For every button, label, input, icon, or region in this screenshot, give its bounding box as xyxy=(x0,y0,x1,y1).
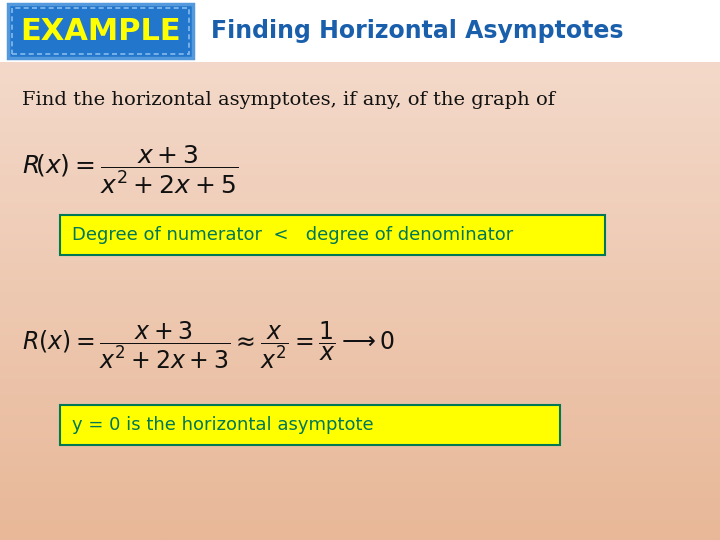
Bar xyxy=(60,215,605,255)
Text: $R(x)=\dfrac{x+3}{x^{2}+2x+3}\approx\dfrac{x}{x^{2}}=\dfrac{1}{x}\longrightarrow: $R(x)=\dfrac{x+3}{x^{2}+2x+3}\approx\dfr… xyxy=(22,319,395,371)
Text: EXAMPLE: EXAMPLE xyxy=(20,17,181,45)
Text: y = 0 is the horizontal asymptote: y = 0 is the horizontal asymptote xyxy=(72,416,374,434)
Bar xyxy=(0,0,720,62)
Text: Degree of numerator  <   degree of denominator: Degree of numerator < degree of denomina… xyxy=(72,226,513,244)
Text: Finding Horizontal Asymptotes: Finding Horizontal Asymptotes xyxy=(211,19,624,43)
Bar xyxy=(60,405,560,445)
Text: Find the horizontal asymptotes, if any, of the graph of: Find the horizontal asymptotes, if any, … xyxy=(22,91,555,109)
Text: $R\!\left(x\right)=\dfrac{x+3}{x^{2}+2x+5}$: $R\!\left(x\right)=\dfrac{x+3}{x^{2}+2x+… xyxy=(22,144,238,196)
FancyBboxPatch shape xyxy=(8,4,193,58)
